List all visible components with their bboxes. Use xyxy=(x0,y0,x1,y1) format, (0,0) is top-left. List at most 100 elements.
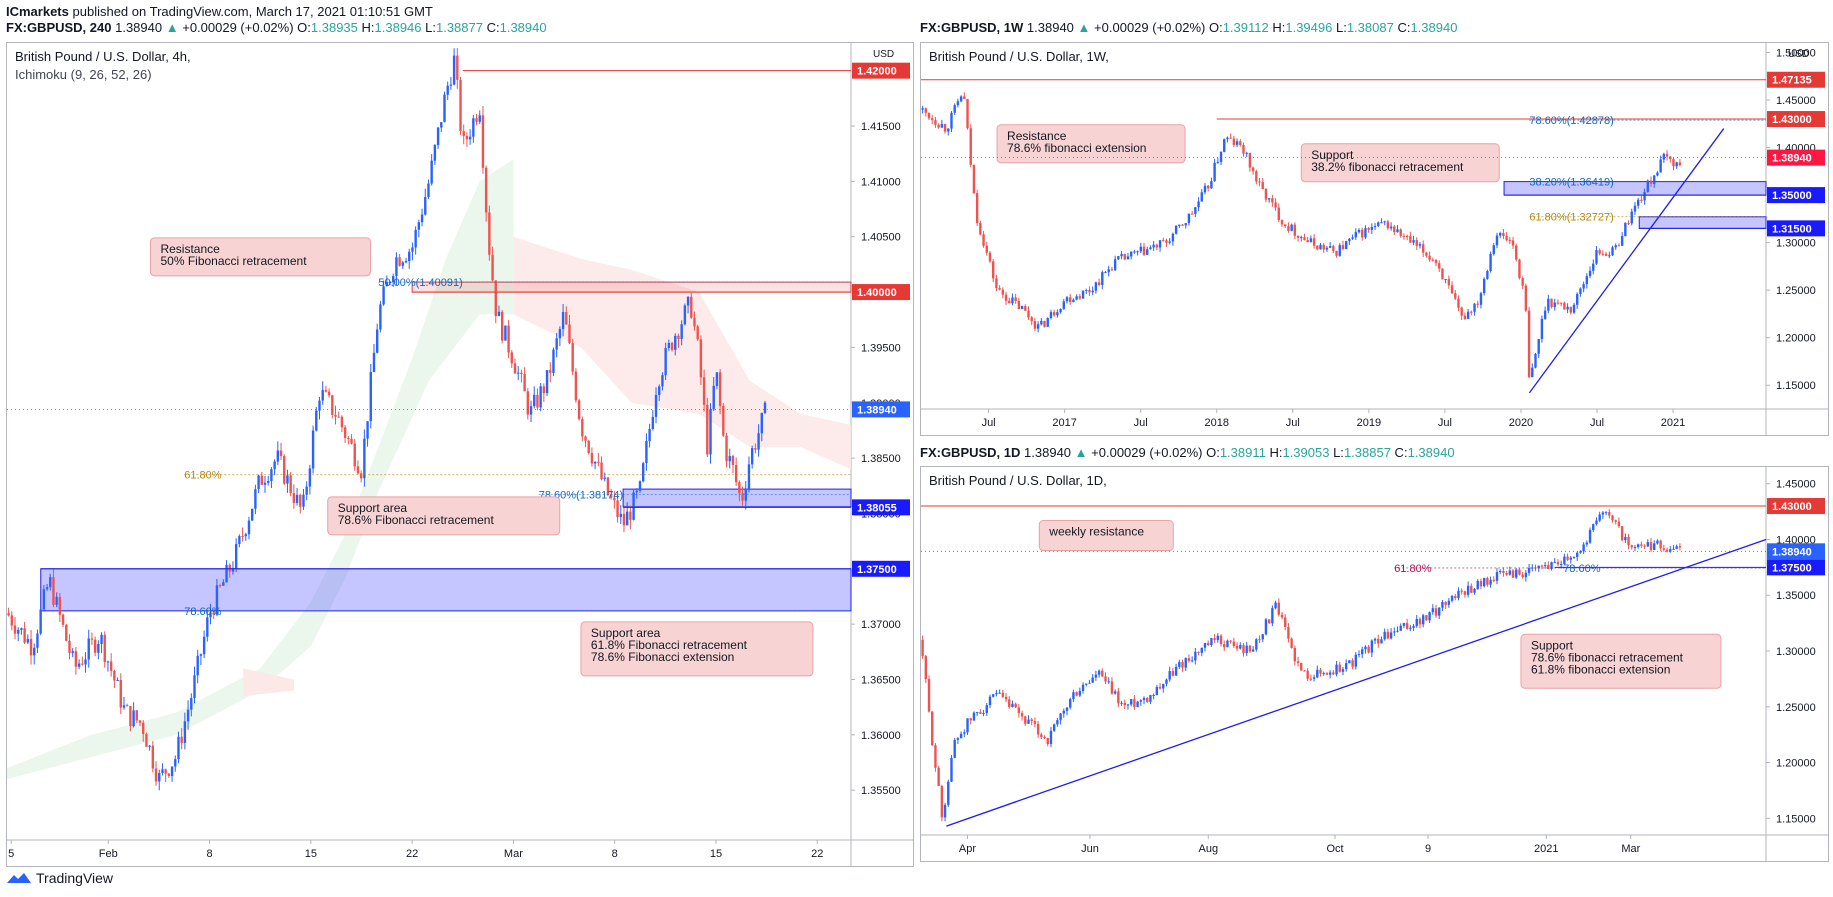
indicator-label[interactable]: Ichimoku (9, 26, 52, 26) xyxy=(15,67,152,82)
candle-body xyxy=(356,466,360,474)
candle-body xyxy=(1059,309,1062,313)
x-tick-label: Jun xyxy=(1081,843,1099,855)
candle-body xyxy=(1168,671,1171,680)
candle-body xyxy=(1239,141,1242,145)
candle-body xyxy=(1585,542,1589,545)
candle-body xyxy=(1434,608,1438,616)
candle-body xyxy=(1630,545,1633,548)
candle-body xyxy=(1540,565,1544,567)
candle-body xyxy=(561,312,565,330)
candle-body xyxy=(1133,699,1136,708)
candle-body xyxy=(1617,521,1621,527)
candle-body xyxy=(97,643,100,653)
chart-canvas-1d[interactable]: 61.80% 78.60% weekly resistance Support78.6… xyxy=(921,467,1828,861)
candle-body xyxy=(1280,614,1284,618)
x-tick-label: 8 xyxy=(206,848,212,860)
candle-body xyxy=(132,710,135,727)
candle-body xyxy=(337,416,340,418)
y-tick-label: 1.25000 xyxy=(1776,285,1816,297)
chart-canvas-4h[interactable]: 50.00%(1.40091) 61.80% 78.60%(1.38174) 78.6… xyxy=(7,43,913,866)
current-price-label: 1.38940 xyxy=(1772,546,1812,558)
chart-canvas-1w[interactable]: 78.60%(1.42878) 38.20%(1.36419) 61.80%(1.3… xyxy=(921,43,1828,435)
candle-body xyxy=(1152,244,1155,248)
candle-body xyxy=(1226,640,1229,648)
candle-body xyxy=(1078,690,1082,696)
candle-body xyxy=(1219,151,1223,162)
legend-symbol: FX:GBPUSD, 1W xyxy=(920,20,1024,35)
fib-label: 38.20%(1.36419) xyxy=(1529,177,1613,189)
candle-body xyxy=(1210,638,1213,646)
candle-body xyxy=(475,118,478,122)
candle-body xyxy=(1300,662,1303,671)
candle-body xyxy=(411,247,414,252)
candle-body xyxy=(1659,540,1662,549)
x-tick-label: 2021 xyxy=(1534,843,1558,855)
candle-body xyxy=(449,84,453,86)
tradingview-logo[interactable]: TradingView xyxy=(6,870,113,886)
candle-body xyxy=(609,495,613,498)
candle-body xyxy=(1669,156,1672,160)
x-tick-label: 2019 xyxy=(1357,417,1381,429)
candle-body xyxy=(1502,571,1505,574)
candle-body xyxy=(715,372,719,386)
candle-body xyxy=(1322,244,1325,250)
candle-body xyxy=(718,372,722,406)
chart-panel-1w[interactable]: 78.60%(1.42878) 38.20%(1.36419) 61.80%(1.3… xyxy=(920,42,1829,436)
candle-body xyxy=(1033,721,1037,724)
candle-body xyxy=(1569,306,1572,313)
chart-panel-4h[interactable]: 50.00%(1.40091) 61.80% 78.60%(1.38174) 78.6… xyxy=(6,42,914,867)
x-tick-label: 8 xyxy=(612,848,618,860)
candle-body xyxy=(1402,235,1406,237)
legend-open: 1.38911 xyxy=(1219,445,1266,460)
price-tag-label: 1.35000 xyxy=(1772,190,1812,202)
candle-body xyxy=(959,733,963,739)
candle-body xyxy=(71,651,74,653)
candle-body xyxy=(1377,638,1380,644)
candle-body xyxy=(1515,245,1518,260)
candle-body xyxy=(1649,542,1653,550)
candle-body xyxy=(584,436,587,441)
candle-body xyxy=(196,655,199,676)
candle-body xyxy=(369,372,372,422)
candle-body xyxy=(982,712,985,714)
candle-body xyxy=(1592,263,1595,271)
candle-body xyxy=(1264,619,1268,635)
chart-panel-1d[interactable]: 61.80% 78.60% weekly resistance Support 78.6… xyxy=(920,466,1829,862)
candle-body xyxy=(1129,699,1133,705)
cloud-green xyxy=(7,159,514,780)
candle-body xyxy=(250,508,254,521)
candle-body xyxy=(1284,224,1287,227)
candle-body xyxy=(667,342,671,349)
fib-label: 78.60% xyxy=(1563,563,1601,575)
note-box xyxy=(580,621,814,677)
candle-body xyxy=(1139,246,1143,252)
candle-body xyxy=(225,564,228,583)
candle-body xyxy=(931,118,934,121)
y-tick-label: 1.25000 xyxy=(1776,702,1816,714)
candle-body xyxy=(1081,684,1085,691)
candle-body xyxy=(998,288,1001,290)
current-price-label: 1.38940 xyxy=(857,404,897,416)
candle-body xyxy=(1595,250,1598,264)
y-tick-label: 1.35500 xyxy=(861,785,901,797)
candle-body xyxy=(1633,547,1637,549)
candle-body xyxy=(234,544,238,569)
candle-body xyxy=(1232,138,1236,145)
candle-body xyxy=(1364,228,1367,238)
candle-body xyxy=(1418,244,1422,246)
candle-body xyxy=(199,654,203,656)
candle-body xyxy=(276,450,280,462)
candle-body xyxy=(433,145,437,161)
candle-body xyxy=(574,371,578,401)
candle-body xyxy=(1617,245,1621,247)
x-tick-label: Apr xyxy=(959,843,976,855)
candle-body xyxy=(1636,544,1640,548)
y-tick-label: 1.45000 xyxy=(1776,479,1816,491)
candle-body xyxy=(921,108,924,110)
candle-body xyxy=(1178,224,1181,226)
price-tag-label: 1.43000 xyxy=(1772,501,1812,513)
y-tick-label: 1.30000 xyxy=(1776,238,1816,250)
candle-body xyxy=(1097,670,1101,675)
note-text: Resistance xyxy=(1007,129,1067,143)
